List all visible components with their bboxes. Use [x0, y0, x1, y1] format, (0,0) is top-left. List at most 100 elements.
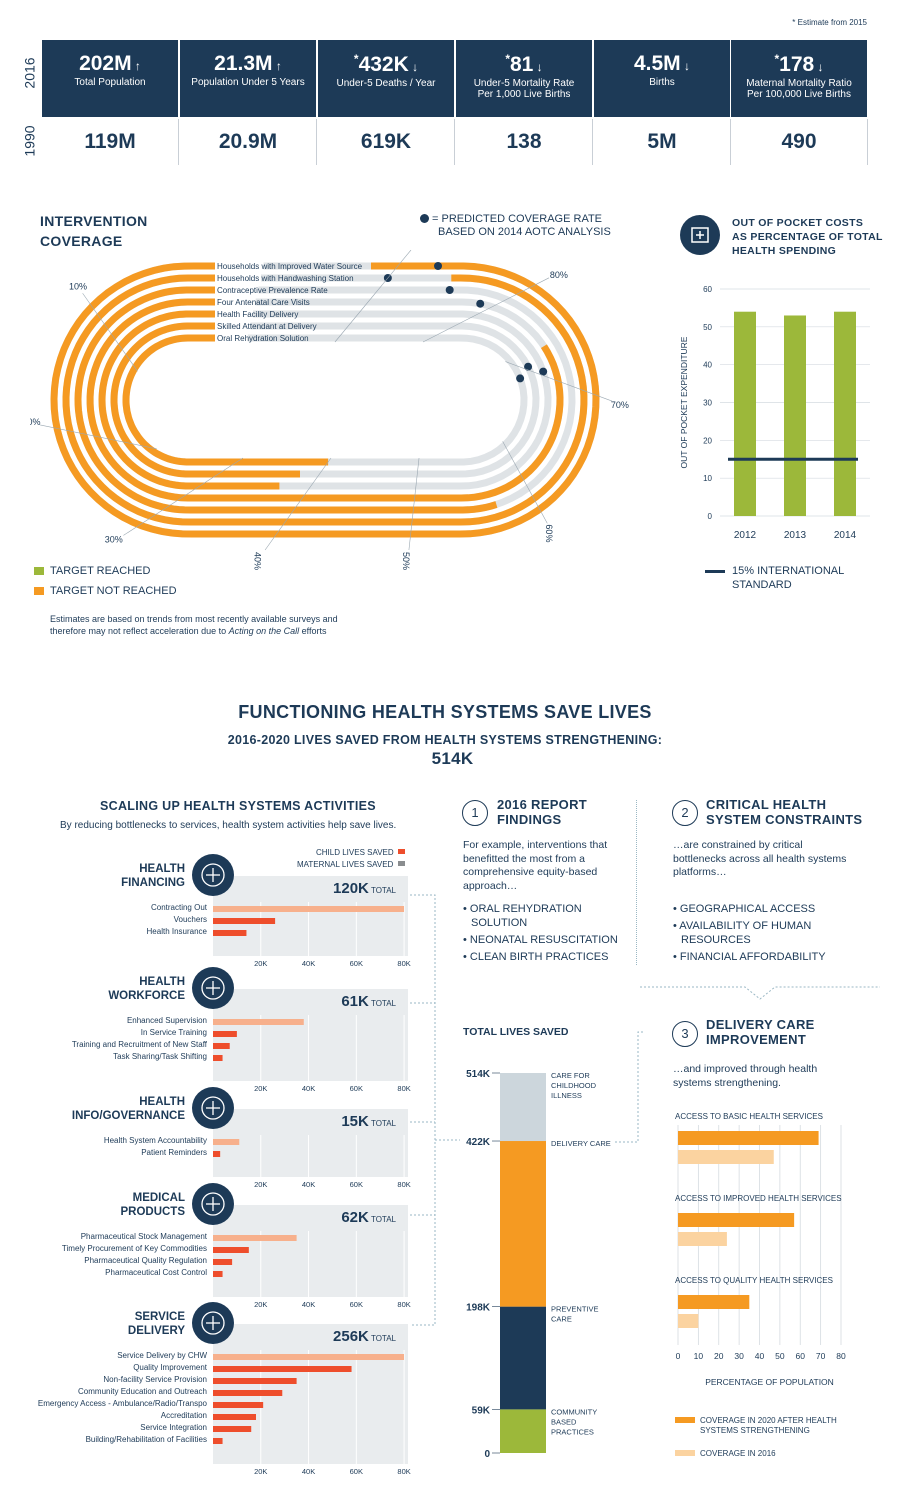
- finding-bullet: RESOURCES: [681, 934, 751, 946]
- child-bar: [213, 1354, 404, 1360]
- stat-value: 21.3M ↑: [180, 52, 316, 76]
- oop-bar: [784, 315, 806, 516]
- stat-1990-value: 490: [731, 119, 868, 165]
- finding-3-title-line1: DELIVERY CARE: [706, 1017, 815, 1032]
- activity-label: Health Insurance: [146, 927, 207, 936]
- coverage-title: INTERVENTION COVERAGE: [40, 211, 148, 251]
- activity-label: Vouchers: [173, 915, 207, 924]
- tick-label: 50%: [401, 552, 411, 570]
- y-tick-label: 20: [703, 436, 712, 445]
- stack-segment-label: DELIVERY CARE: [551, 1139, 611, 1148]
- arrow-down-icon: ↓: [814, 60, 824, 74]
- group-name-line2: FINANCING: [121, 877, 185, 889]
- stack-segment: [500, 1141, 546, 1307]
- maternal-bar: [213, 1139, 240, 1145]
- stack-segment-label: CARE: [551, 1315, 572, 1324]
- finding-2-title-line2: SYSTEM CONSTRAINTS: [706, 812, 863, 827]
- stat-value: *178 ↓: [731, 52, 867, 77]
- target-reached-label: TARGET REACHED: [50, 565, 151, 577]
- group-total-value: 120K: [333, 880, 369, 897]
- estimate-note: * Estimate from 2015: [792, 18, 867, 27]
- stack-tick-label: 59K: [472, 1405, 491, 1416]
- finding-bullet: • NEONATAL RESUSCITATION: [463, 934, 618, 946]
- stack-tick-label: 422K: [466, 1137, 491, 1148]
- finding-bullet: • AVAILABILITY OF HUMAN: [673, 920, 812, 932]
- coverage-bar: [98, 310, 280, 490]
- tick-line: [334, 250, 412, 343]
- x-tick-label: 0: [676, 1351, 681, 1361]
- target-not-reached-label: TARGET NOT REACHED: [50, 585, 177, 597]
- stat-box: 21.3M ↑ Population Under 5 Years: [180, 40, 316, 117]
- activity-label: Training and Recruitment of New Staff: [71, 1040, 207, 1049]
- group-name-line1: HEALTH: [139, 976, 185, 988]
- x-tick-label: 2013: [784, 530, 807, 541]
- group-total: 62K TOTAL: [213, 1209, 396, 1227]
- coverage-note-line1: Estimates are based on trends from most …: [50, 614, 338, 624]
- child-bar: [213, 1402, 264, 1408]
- child-bar: [213, 1378, 297, 1384]
- finding-1-bullets: • ORAL REHYDRATION SOLUTION • NEONATAL RES…: [463, 899, 623, 964]
- stat-value-text: 21.3M: [214, 52, 273, 75]
- stat-value: 202M ↑: [42, 52, 178, 76]
- stat-label: Births: [649, 77, 675, 88]
- coverage-2016-bar: [678, 1150, 774, 1164]
- maternal-legend-label: MATERNAL LIVES SAVED: [297, 860, 394, 869]
- stat-value: 4.5M ↓: [594, 52, 730, 76]
- finding-3-text: …and improved through health systems str…: [673, 1063, 818, 1089]
- stat-value-text: 202M: [79, 52, 132, 75]
- stat-1990-value: 138: [456, 119, 593, 165]
- x-tick-label: 40K: [302, 1467, 315, 1476]
- stack-segment-label: PRACTICES: [551, 1427, 594, 1436]
- x-tick-label: 40K: [302, 959, 315, 968]
- group-bar-chart: 20K 40K 60K 80K: [213, 1135, 411, 1189]
- x-tick-label: 40K: [302, 1180, 315, 1189]
- arrow-down-icon: ↓: [680, 59, 691, 73]
- x-tick-label: 80K: [397, 1084, 410, 1093]
- x-tick-label: 20K: [254, 959, 267, 968]
- access-legend-label: COVERAGE IN 2020 AFTER HEALTH: [700, 1416, 837, 1425]
- track-label: Health Facility Delivery: [217, 310, 298, 319]
- arrow-up-icon: ↑: [272, 59, 282, 73]
- coverage-note-line2: therefore may not reflect acceleration d…: [50, 625, 338, 637]
- predicted-dot-icon: [420, 214, 429, 223]
- total-lives-chart: TOTAL LIVES SAVED COMMUNITYBASEDPRACTICES…: [463, 1026, 611, 1460]
- systems-title: FUNCTIONING HEALTH SYSTEMS SAVE LIVES: [238, 702, 652, 722]
- stat-value-text: 81: [509, 53, 534, 76]
- arrow-down-icon: ↓: [533, 60, 543, 74]
- coverage-bar: [50, 262, 600, 538]
- finding-1-title-line2: FINDINGS: [497, 812, 562, 827]
- x-tick-label: 60K: [350, 959, 363, 968]
- activity-label: In Service Training: [140, 1028, 207, 1037]
- tick-label: 20%: [30, 417, 41, 427]
- track-label: Four Antenatal Care Visits: [217, 298, 310, 307]
- activity-label: Quality Improvement: [133, 1363, 207, 1372]
- access-legend-swatch: [675, 1417, 695, 1423]
- standard-line-swatch: [705, 570, 725, 573]
- group-name-line1: MEDICAL: [132, 1192, 185, 1204]
- tick-label: 70%: [611, 400, 629, 410]
- stat-value: *81 ↓: [456, 52, 592, 77]
- x-tick-label: 40K: [302, 1084, 315, 1093]
- activity-label: Patient Reminders: [141, 1148, 207, 1157]
- access-legend-label: COVERAGE IN 2016: [700, 1449, 776, 1458]
- coverage-2016-bar: [678, 1232, 727, 1246]
- systems-subtitle: 2016-2020 LIVES SAVED FROM HEALTH SYSTEM…: [227, 733, 663, 747]
- predicted-coverage-dot: [524, 362, 533, 371]
- group-name-line2: INFO/GOVERNANCE: [71, 1110, 185, 1122]
- group-bar-chart: 20K 40K 60K 80K: [213, 1350, 411, 1476]
- note-text: therefore may not reflect acceleration d…: [50, 626, 229, 636]
- activity-label: Task Sharing/Task Shifting: [113, 1052, 207, 1061]
- group-name-line1: HEALTH: [139, 863, 185, 875]
- maternal-bar: [213, 1235, 297, 1241]
- year-2016-label: 2016: [21, 57, 38, 89]
- y-tick-label: 10: [703, 474, 712, 483]
- target-not-reached-swatch: [34, 587, 44, 595]
- coins-icon: [192, 854, 234, 896]
- x-tick-label: 40: [755, 1351, 765, 1361]
- finding-2-title-line1: CRITICAL HEALTH: [706, 797, 827, 812]
- finding-2-text: …are constrained by critical bottlenecks…: [673, 839, 847, 878]
- group-total-word: TOTAL: [368, 1119, 396, 1128]
- x-tick-label: 80K: [397, 1467, 410, 1476]
- stack-tick-label: 514K: [466, 1069, 491, 1080]
- x-tick-label: 20K: [254, 1467, 267, 1476]
